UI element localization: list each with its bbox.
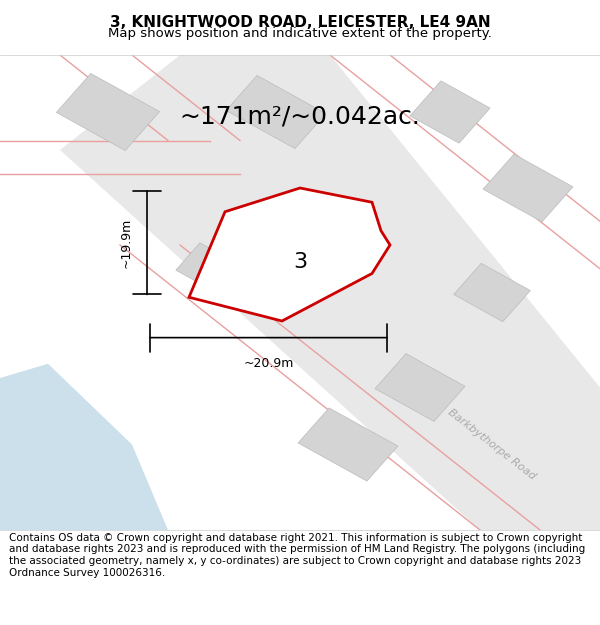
Polygon shape bbox=[60, 55, 600, 530]
Text: ~19.9m: ~19.9m bbox=[119, 217, 133, 268]
Polygon shape bbox=[375, 354, 465, 421]
Polygon shape bbox=[189, 188, 390, 321]
Polygon shape bbox=[410, 81, 490, 143]
Text: ~171m²/~0.042ac.: ~171m²/~0.042ac. bbox=[179, 105, 421, 129]
Polygon shape bbox=[226, 76, 326, 149]
Polygon shape bbox=[483, 154, 573, 222]
Text: Contains OS data © Crown copyright and database right 2021. This information is : Contains OS data © Crown copyright and d… bbox=[9, 533, 585, 578]
Text: Barkbythorpe Road: Barkbythorpe Road bbox=[446, 408, 538, 482]
Text: 3: 3 bbox=[293, 252, 307, 272]
Text: Map shows position and indicative extent of the property.: Map shows position and indicative extent… bbox=[108, 27, 492, 39]
Polygon shape bbox=[454, 263, 530, 322]
Text: 3, KNIGHTWOOD ROAD, LEICESTER, LE4 9AN: 3, KNIGHTWOOD ROAD, LEICESTER, LE4 9AN bbox=[110, 16, 490, 31]
Polygon shape bbox=[0, 364, 168, 530]
Polygon shape bbox=[176, 243, 244, 294]
Polygon shape bbox=[56, 74, 160, 151]
Text: ~20.9m: ~20.9m bbox=[244, 357, 293, 369]
Polygon shape bbox=[298, 408, 398, 481]
